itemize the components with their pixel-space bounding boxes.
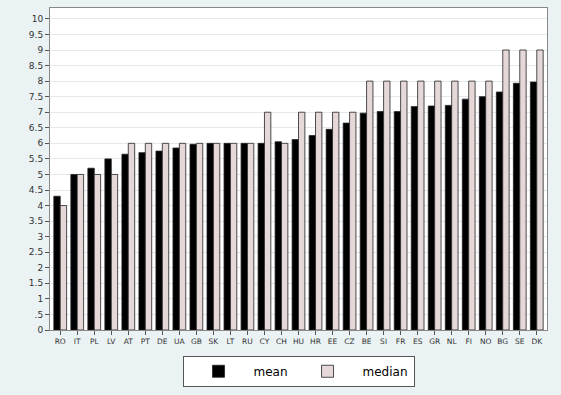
svg-text:1.5: 1.5	[29, 278, 43, 288]
svg-text:4: 4	[37, 201, 43, 211]
svg-text:7: 7	[37, 107, 43, 117]
svg-text:DK: DK	[531, 337, 543, 346]
svg-text:0: 0	[37, 325, 43, 335]
svg-text:CZ: CZ	[344, 337, 354, 346]
svg-text:PL: PL	[90, 337, 100, 346]
svg-text:10: 10	[32, 14, 44, 24]
svg-text:1: 1	[37, 294, 43, 304]
svg-text:BG: BG	[497, 337, 508, 346]
svg-text:FR: FR	[396, 337, 406, 346]
svg-text:NL: NL	[447, 337, 458, 346]
svg-text:LV: LV	[107, 337, 116, 346]
svg-text:5: 5	[37, 170, 43, 180]
svg-text:SI: SI	[380, 337, 387, 346]
svg-text:PT: PT	[141, 337, 151, 346]
svg-text:5.5: 5.5	[29, 154, 43, 164]
svg-text:HR: HR	[310, 337, 321, 346]
svg-text:EE: EE	[328, 337, 338, 346]
svg-text:3.5: 3.5	[29, 216, 43, 226]
svg-text:CY: CY	[260, 337, 270, 346]
svg-text:6: 6	[37, 138, 43, 148]
svg-text:7.5: 7.5	[29, 92, 43, 102]
svg-text:GB: GB	[191, 337, 202, 346]
svg-text:SE: SE	[515, 337, 525, 346]
svg-text:RU: RU	[242, 337, 253, 346]
svg-text:8.5: 8.5	[29, 61, 43, 71]
svg-text:9: 9	[37, 45, 43, 55]
svg-text:BE: BE	[362, 337, 372, 346]
svg-text:HU: HU	[293, 337, 304, 346]
svg-text:6.5: 6.5	[29, 123, 43, 133]
svg-text:3: 3	[37, 232, 43, 242]
svg-text:RO: RO	[55, 337, 66, 346]
svg-text:.5: .5	[35, 310, 44, 320]
svg-text:ES: ES	[413, 337, 423, 346]
svg-text:GR: GR	[429, 337, 440, 346]
svg-text:AT: AT	[124, 337, 134, 346]
svg-text:IT: IT	[74, 337, 81, 346]
svg-text:CH: CH	[276, 337, 287, 346]
svg-text:UA: UA	[174, 337, 185, 346]
svg-text:2.5: 2.5	[29, 247, 43, 257]
svg-text:NO: NO	[480, 337, 492, 346]
svg-text:8: 8	[37, 76, 43, 86]
svg-text:mean: mean	[254, 365, 288, 379]
svg-text:FI: FI	[465, 337, 472, 346]
svg-text:4.5: 4.5	[29, 185, 43, 195]
svg-text:9.5: 9.5	[29, 30, 43, 40]
svg-text:DE: DE	[157, 337, 168, 346]
svg-text:2: 2	[37, 263, 43, 273]
svg-text:LT: LT	[227, 337, 235, 346]
svg-text:SK: SK	[209, 337, 220, 346]
svg-text:median: median	[363, 365, 408, 379]
